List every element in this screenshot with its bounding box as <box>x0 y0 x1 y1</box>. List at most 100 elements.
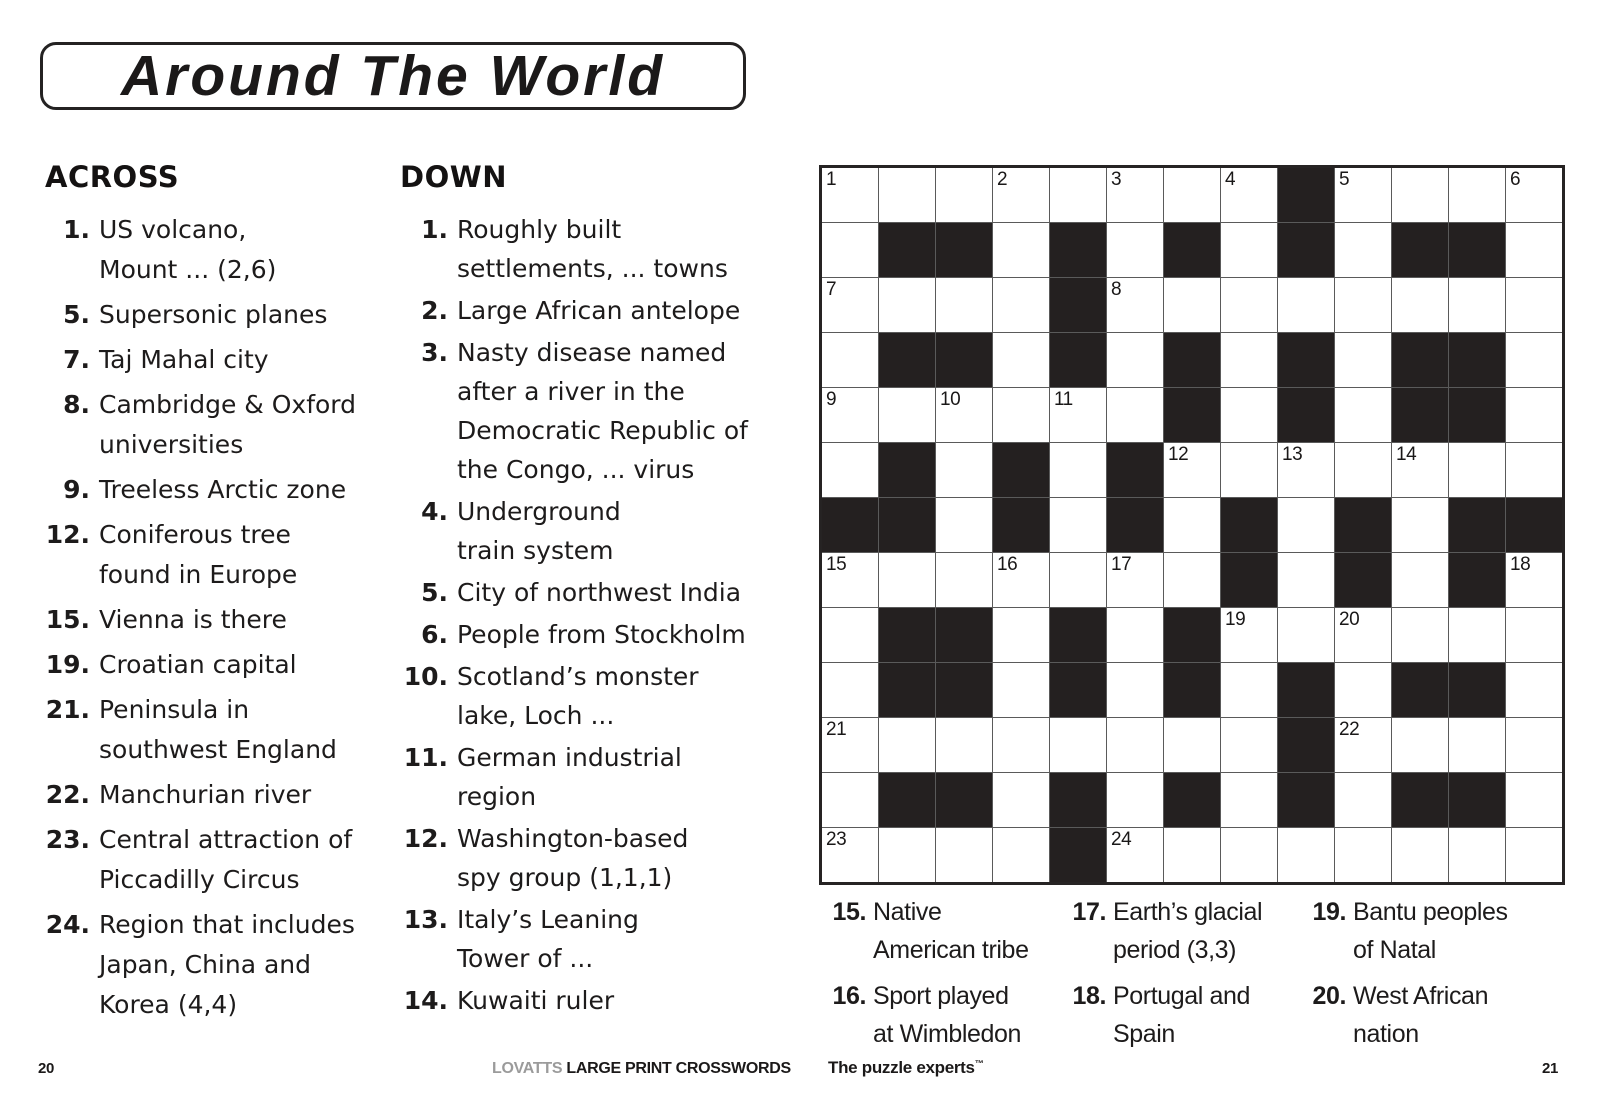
grid-cell[interactable] <box>1449 828 1505 882</box>
grid-cell[interactable] <box>822 333 878 387</box>
grid-cell[interactable] <box>822 773 878 827</box>
grid-cell[interactable] <box>1392 278 1448 332</box>
grid-cell[interactable]: 3 <box>1107 168 1163 222</box>
grid-cell[interactable] <box>993 773 1049 827</box>
grid-cell[interactable] <box>1107 223 1163 277</box>
grid-cell[interactable] <box>1506 608 1562 662</box>
grid-cell[interactable]: 15 <box>822 553 878 607</box>
grid-cell[interactable] <box>1335 278 1391 332</box>
grid-cell[interactable] <box>1506 718 1562 772</box>
grid-cell[interactable] <box>1506 388 1562 442</box>
grid-cell[interactable] <box>1392 608 1448 662</box>
grid-cell[interactable] <box>1050 498 1106 552</box>
grid-cell[interactable] <box>879 388 935 442</box>
grid-cell[interactable] <box>1107 718 1163 772</box>
grid-cell[interactable]: 6 <box>1506 168 1562 222</box>
grid-cell[interactable]: 5 <box>1335 168 1391 222</box>
grid-cell[interactable] <box>936 828 992 882</box>
grid-cell[interactable]: 2 <box>993 168 1049 222</box>
grid-cell[interactable] <box>993 718 1049 772</box>
grid-cell[interactable] <box>1449 718 1505 772</box>
grid-cell[interactable] <box>1506 663 1562 717</box>
grid-cell[interactable] <box>1107 388 1163 442</box>
grid-cell[interactable] <box>1392 498 1448 552</box>
grid-cell[interactable] <box>1050 718 1106 772</box>
grid-cell[interactable] <box>936 553 992 607</box>
grid-cell[interactable] <box>1221 663 1277 717</box>
grid-cell[interactable] <box>1278 553 1334 607</box>
grid-cell[interactable] <box>1221 388 1277 442</box>
grid-cell[interactable] <box>936 278 992 332</box>
grid-cell[interactable]: 17 <box>1107 553 1163 607</box>
grid-cell[interactable] <box>1050 443 1106 497</box>
grid-cell[interactable] <box>1107 663 1163 717</box>
grid-cell[interactable]: 23 <box>822 828 878 882</box>
grid-cell[interactable] <box>1449 168 1505 222</box>
grid-cell[interactable] <box>822 223 878 277</box>
grid-cell[interactable] <box>1506 773 1562 827</box>
grid-cell[interactable] <box>993 608 1049 662</box>
grid-cell[interactable] <box>1221 333 1277 387</box>
grid-cell[interactable] <box>1335 388 1391 442</box>
grid-cell[interactable] <box>936 168 992 222</box>
grid-cell[interactable] <box>993 333 1049 387</box>
grid-cell[interactable] <box>1392 828 1448 882</box>
grid-cell[interactable] <box>1335 443 1391 497</box>
grid-cell[interactable] <box>1335 223 1391 277</box>
grid-cell[interactable] <box>1449 443 1505 497</box>
grid-cell[interactable] <box>1449 278 1505 332</box>
grid-cell[interactable]: 12 <box>1164 443 1220 497</box>
grid-cell[interactable]: 19 <box>1221 608 1277 662</box>
grid-cell[interactable] <box>1506 278 1562 332</box>
grid-cell[interactable] <box>1107 608 1163 662</box>
grid-cell[interactable]: 4 <box>1221 168 1277 222</box>
grid-cell[interactable]: 7 <box>822 278 878 332</box>
grid-cell[interactable] <box>993 223 1049 277</box>
grid-cell[interactable] <box>1392 718 1448 772</box>
grid-cell[interactable] <box>1050 168 1106 222</box>
grid-cell[interactable] <box>1506 223 1562 277</box>
grid-cell[interactable] <box>1335 773 1391 827</box>
grid-cell[interactable] <box>1164 828 1220 882</box>
grid-cell[interactable]: 18 <box>1506 553 1562 607</box>
grid-cell[interactable] <box>822 443 878 497</box>
grid-cell[interactable] <box>993 663 1049 717</box>
grid-cell[interactable] <box>1392 168 1448 222</box>
grid-cell[interactable]: 16 <box>993 553 1049 607</box>
grid-cell[interactable] <box>993 278 1049 332</box>
grid-cell[interactable] <box>822 663 878 717</box>
grid-cell[interactable]: 8 <box>1107 278 1163 332</box>
grid-cell[interactable] <box>1506 828 1562 882</box>
grid-cell[interactable]: 9 <box>822 388 878 442</box>
grid-cell[interactable]: 1 <box>822 168 878 222</box>
grid-cell[interactable] <box>1335 828 1391 882</box>
grid-cell[interactable] <box>1278 498 1334 552</box>
grid-cell[interactable] <box>1449 608 1505 662</box>
grid-cell[interactable] <box>1221 278 1277 332</box>
grid-cell[interactable] <box>1278 828 1334 882</box>
grid-cell[interactable]: 14 <box>1392 443 1448 497</box>
grid-cell[interactable] <box>1050 553 1106 607</box>
grid-cell[interactable]: 22 <box>1335 718 1391 772</box>
grid-cell[interactable] <box>993 388 1049 442</box>
grid-cell[interactable] <box>879 553 935 607</box>
grid-cell[interactable]: 10 <box>936 388 992 442</box>
grid-cell[interactable] <box>1506 443 1562 497</box>
grid-cell[interactable] <box>1164 168 1220 222</box>
grid-cell[interactable] <box>1221 443 1277 497</box>
grid-cell[interactable] <box>1107 333 1163 387</box>
grid-cell[interactable] <box>1221 223 1277 277</box>
grid-cell[interactable] <box>936 718 992 772</box>
grid-cell[interactable] <box>1221 718 1277 772</box>
grid-cell[interactable]: 13 <box>1278 443 1334 497</box>
grid-cell[interactable] <box>879 278 935 332</box>
grid-cell[interactable] <box>1164 718 1220 772</box>
grid-cell[interactable] <box>936 498 992 552</box>
grid-cell[interactable]: 21 <box>822 718 878 772</box>
grid-cell[interactable] <box>1506 333 1562 387</box>
grid-cell[interactable] <box>879 828 935 882</box>
grid-cell[interactable]: 20 <box>1335 608 1391 662</box>
grid-cell[interactable] <box>1164 553 1220 607</box>
grid-cell[interactable] <box>936 443 992 497</box>
grid-cell[interactable] <box>1221 828 1277 882</box>
